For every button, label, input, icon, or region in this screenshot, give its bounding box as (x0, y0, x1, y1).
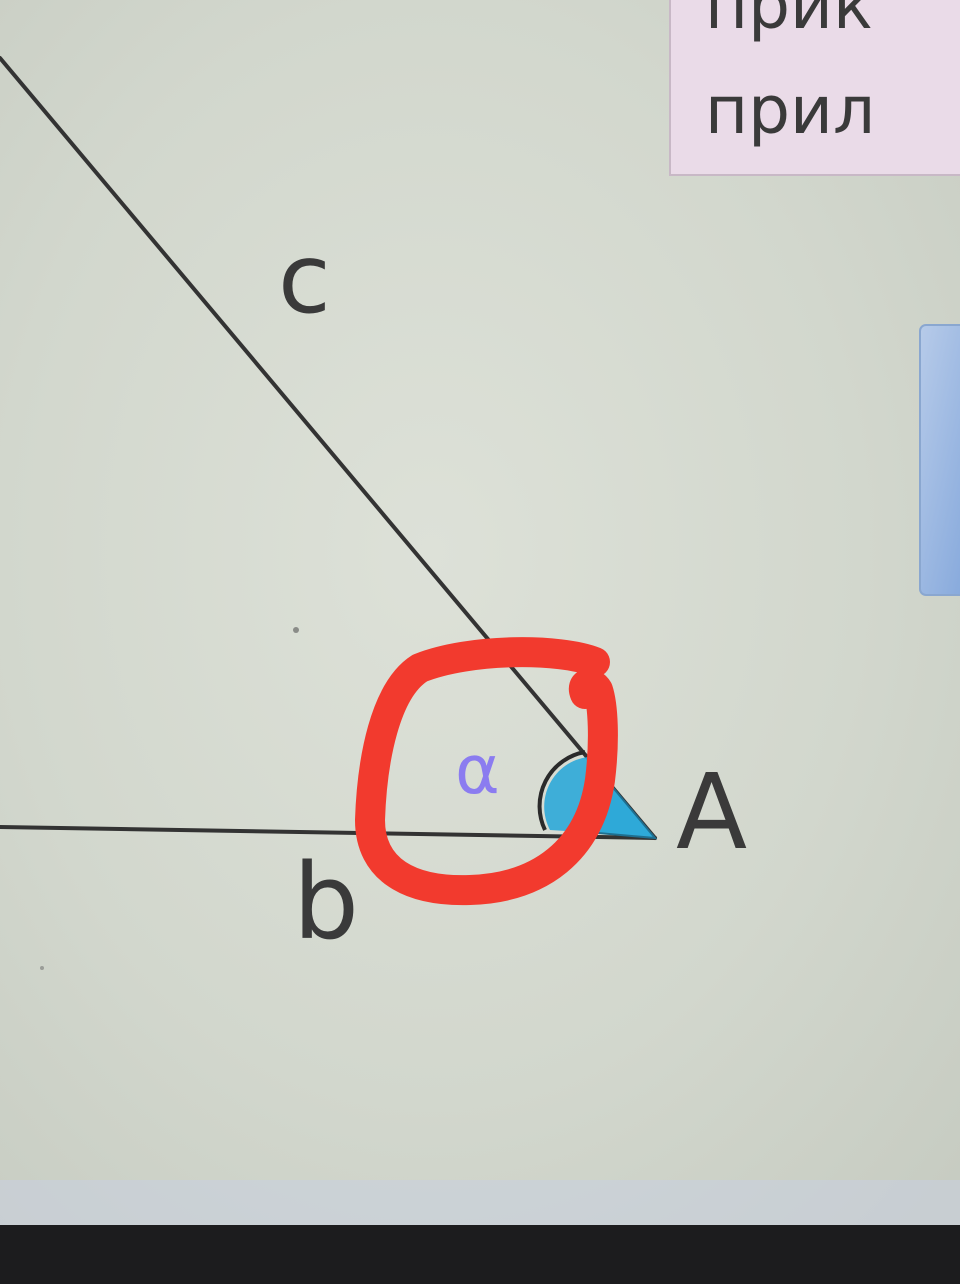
red-annotation-circle (355, 637, 618, 906)
screen-speck (293, 627, 299, 633)
screen-speck (40, 966, 44, 970)
label-c: c (278, 223, 331, 335)
monitor-bezel (0, 1225, 960, 1280)
top-card-line1: прик (705, 0, 873, 44)
screen-background (0, 0, 960, 1225)
top-card: прик прил (669, 0, 960, 176)
top-card-box (669, 0, 960, 176)
right-card-box (919, 324, 960, 596)
label-alpha: α (455, 731, 500, 810)
screen-lower-band (0, 1180, 960, 1225)
right-card (919, 324, 960, 596)
side-b-line (0, 825, 657, 840)
label-vertex-a: A (676, 751, 747, 873)
top-card-line2: прил (705, 72, 875, 149)
label-b: b (293, 841, 359, 963)
angle-arc (537, 750, 586, 831)
side-c-line (0, 56, 657, 840)
